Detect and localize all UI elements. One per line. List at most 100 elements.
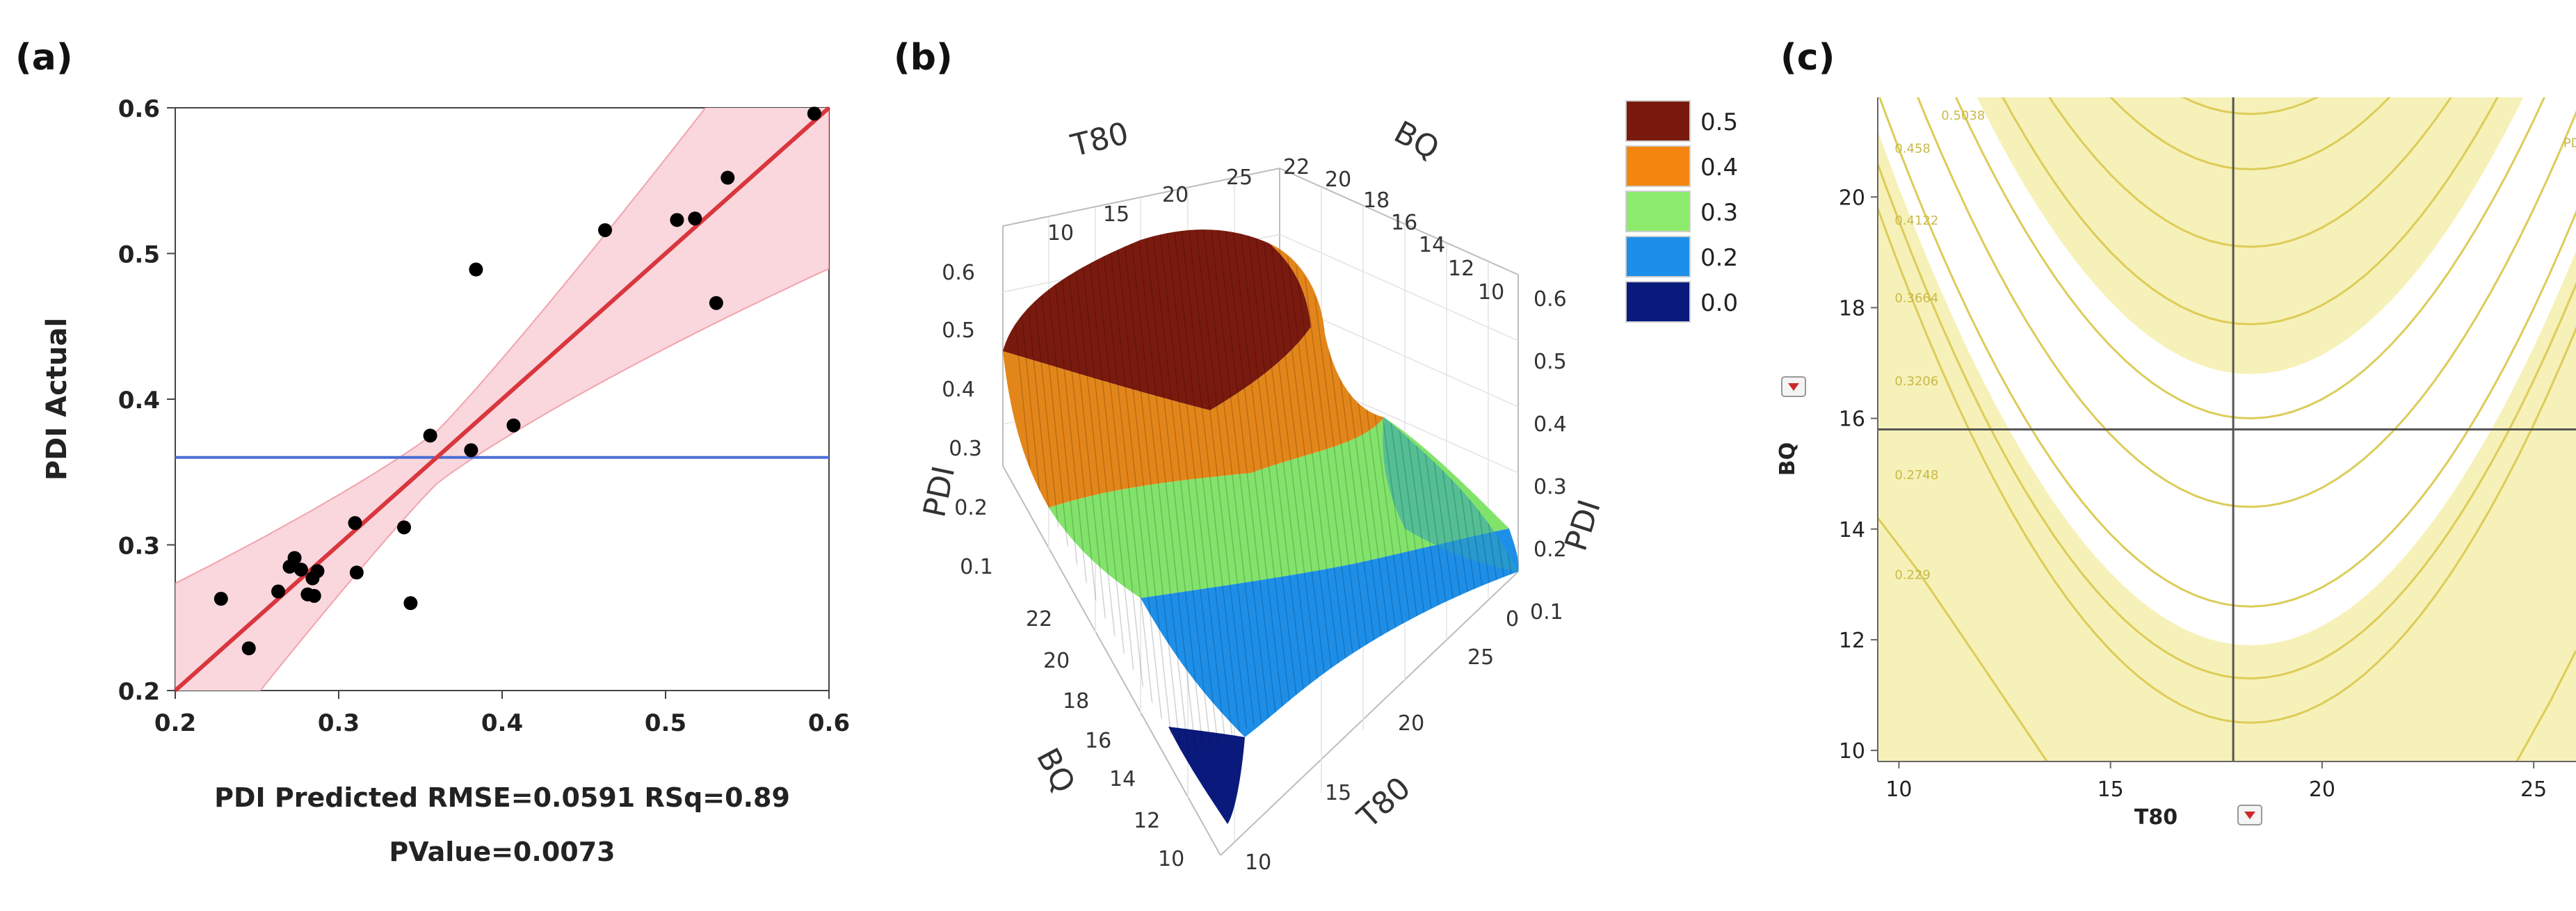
colorbar-label: 0.3 bbox=[1700, 199, 1738, 227]
tick-pdi-right-0.3: 0.3 bbox=[1533, 475, 1567, 499]
mesh-line bbox=[1238, 229, 1298, 707]
axis-title-bq-front: BQ bbox=[1029, 743, 1081, 799]
mesh-line bbox=[1106, 229, 1167, 764]
tick-pdi-right-0.1: 0.1 bbox=[1530, 600, 1563, 624]
y-axis-dropdown[interactable] bbox=[1781, 376, 1806, 397]
y-tick-label: 20 bbox=[1839, 186, 1865, 210]
tick-bq-12: 12 bbox=[1448, 257, 1474, 281]
tick-bq-front-10: 10 bbox=[1158, 847, 1184, 871]
contour-line bbox=[2048, 97, 2452, 248]
axis-ticks-c: 10 15 20 25 10 12 14 16 18 20 bbox=[1839, 186, 2547, 802]
data-point bbox=[688, 211, 702, 226]
contour-lines bbox=[1878, 97, 2576, 761]
tick-pdi-right-0.4: 0.4 bbox=[1533, 412, 1567, 437]
mesh-line bbox=[1230, 229, 1291, 710]
contour-response-label: PDI bbox=[2563, 136, 2576, 151]
tick-t80-10: 10 bbox=[1047, 221, 1074, 245]
tick-pdi-left-0.1: 0.1 bbox=[960, 555, 993, 579]
mesh-line bbox=[1296, 229, 1357, 682]
y-tick-label: 10 bbox=[1839, 739, 1865, 764]
contour-line bbox=[2109, 97, 2391, 170]
contour-level-label: 0.5038 bbox=[1941, 108, 1985, 123]
tick-bq-front-18: 18 bbox=[1063, 689, 1089, 714]
x-tick-label: 0.3 bbox=[318, 709, 360, 737]
colorbar-legend: 0.5 0.4 0.3 0.2 0.0 bbox=[1625, 100, 1738, 323]
panel-label-c: (c) bbox=[1780, 37, 1835, 79]
x-axis-title-a: PDI Predicted RMSE=0.0591 RSq=0.89 bbox=[214, 782, 790, 813]
data-point bbox=[241, 641, 256, 656]
data-point bbox=[271, 584, 286, 599]
tick-bq-14: 14 bbox=[1419, 233, 1445, 257]
tick-pdi-right-0.6: 0.6 bbox=[1533, 287, 1567, 312]
colorbar-swatch bbox=[1625, 145, 1691, 187]
x-tick-label: 15 bbox=[2098, 777, 2124, 802]
x-tick-label: 10 bbox=[1885, 777, 1912, 802]
mesh-line bbox=[1216, 229, 1277, 716]
x-axis-subtitle-a: PValue=0.0073 bbox=[389, 837, 615, 867]
colorbar-swatch bbox=[1625, 281, 1691, 323]
contour-labels: 0.5038 0.458 0.4122 0.3664 0.3206 0.2748 0.229… bbox=[1894, 108, 2576, 583]
mesh-line bbox=[1136, 229, 1196, 751]
y-tick-label: 0.2 bbox=[118, 678, 160, 706]
data-point bbox=[307, 588, 321, 603]
tick-bq-front-22: 22 bbox=[1026, 607, 1052, 631]
data-point bbox=[423, 428, 437, 443]
tick-bq-18: 18 bbox=[1363, 188, 1390, 213]
mesh-line bbox=[1253, 229, 1313, 701]
contour-line bbox=[1954, 97, 2546, 420]
data-point bbox=[506, 418, 521, 433]
y-tick-label: 0.3 bbox=[118, 533, 160, 561]
y-tick-label: 0.5 bbox=[118, 241, 160, 269]
data-point bbox=[709, 296, 723, 310]
tick-pdi-left-0.5: 0.5 bbox=[942, 319, 975, 343]
mesh-line bbox=[1150, 229, 1211, 745]
y-tick-label: 12 bbox=[1839, 629, 1865, 653]
mesh-line bbox=[1223, 229, 1284, 714]
panel-label-b: (b) bbox=[894, 37, 953, 79]
mesh-line bbox=[1209, 229, 1269, 720]
tick-bq-front-20: 20 bbox=[1043, 649, 1070, 673]
mesh-line bbox=[1092, 229, 1152, 770]
surface-region-0.2 bbox=[1141, 529, 1519, 737]
tick-bq-10: 10 bbox=[1478, 280, 1504, 305]
y-tick-label: 18 bbox=[1839, 296, 1865, 321]
mesh-line bbox=[1267, 229, 1328, 695]
mesh-line bbox=[1180, 229, 1240, 732]
contour-line bbox=[1917, 97, 2576, 508]
axis-ticks-b: 10 15 20 25 22 20 18 16 14 12 10 0.6 0.5… bbox=[942, 155, 1566, 875]
tick-pdi-left-0.6: 0.6 bbox=[942, 261, 975, 285]
axis-title-bq-top: BQ bbox=[1388, 114, 1444, 166]
contour-level-label: 0.3664 bbox=[1894, 291, 1938, 305]
contour-level-label: 0.458 bbox=[1894, 142, 1931, 156]
y-tick-label: 16 bbox=[1839, 408, 1865, 432]
colorbar-label: 0.2 bbox=[1700, 244, 1738, 272]
data-point bbox=[214, 592, 228, 606]
x-axis-dropdown[interactable] bbox=[2237, 805, 2262, 825]
contour-level-label: 0.2748 bbox=[1894, 468, 1938, 483]
axis-title-t80-front: T80 bbox=[1351, 771, 1417, 836]
tick-pdi-right-0.2: 0.2 bbox=[1533, 538, 1567, 562]
surface-plot-b: 10 15 20 25 22 20 18 16 14 12 10 0.6 0.5… bbox=[917, 100, 1738, 875]
contour-line bbox=[1878, 161, 2576, 680]
surface-region-0.5 bbox=[1003, 229, 1311, 410]
mesh-line bbox=[1172, 229, 1233, 735]
data-point bbox=[670, 213, 684, 227]
data-point bbox=[293, 563, 308, 577]
feasible-region bbox=[1878, 97, 2576, 645]
scatter-plot-a: 0.2 0.3 0.4 0.5 0.6 0.2 0.3 0.4 0.5 0.6 PDI Actua… bbox=[41, 95, 850, 867]
surface-region-0.0 bbox=[1168, 727, 1245, 824]
mesh-line bbox=[1113, 229, 1175, 760]
data-point bbox=[598, 223, 613, 237]
chevron-down-icon bbox=[1788, 383, 1799, 391]
y-axis-title-a: PDI Actual bbox=[41, 318, 73, 481]
tick-bq-front-14: 14 bbox=[1109, 767, 1136, 791]
tick-pdi-left-0.2: 0.2 bbox=[954, 496, 988, 520]
y-tick-label: 14 bbox=[1839, 518, 1865, 542]
data-point bbox=[397, 520, 411, 535]
tick-t80-25: 25 bbox=[1226, 166, 1253, 190]
tick-bq-front-12: 12 bbox=[1134, 809, 1160, 833]
y-tick-label: 0.4 bbox=[118, 387, 160, 414]
data-point bbox=[348, 516, 362, 531]
data-point bbox=[310, 564, 325, 579]
